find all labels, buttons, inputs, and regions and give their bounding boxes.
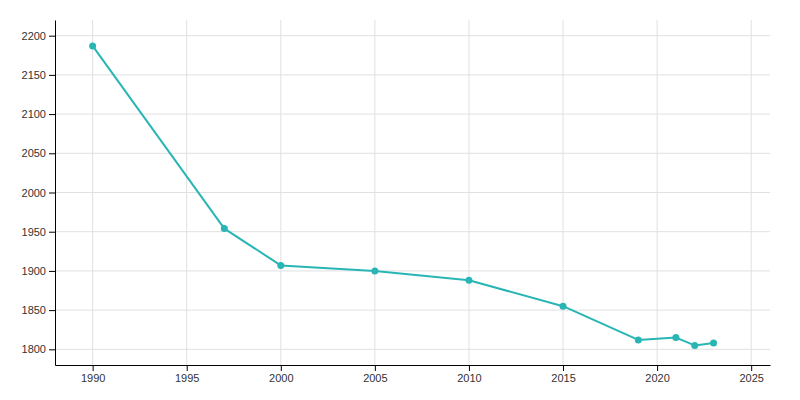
point [691, 342, 698, 349]
y-axis-tick-label: 2100 [22, 108, 46, 120]
x-axis-tick: 2005 [363, 365, 387, 384]
y-axis-tick-label: 1950 [22, 226, 46, 238]
x-axis-tick-mark [93, 365, 94, 371]
x-axis-tick-label: 1995 [175, 372, 199, 384]
x-axis-tick-mark [469, 365, 470, 371]
y-axis-tick-label: 2000 [22, 187, 46, 199]
point [277, 262, 284, 269]
y-axis-tick-mark [49, 193, 55, 194]
x-axis-tick-label: 2015 [551, 372, 575, 384]
x-axis-tick: 2010 [457, 365, 481, 384]
grid-line-y [55, 74, 770, 75]
grid-line-y [55, 270, 770, 271]
y-axis-tick-mark [49, 114, 55, 115]
grid-line-y [55, 349, 770, 350]
y-axis-tick: 2100 [22, 108, 55, 120]
y-axis-tick: 1800 [22, 343, 55, 355]
x-axis-tick: 2025 [739, 365, 763, 384]
x-axis-tick-label: 2025 [739, 372, 763, 384]
y-axis-tick-mark [49, 271, 55, 272]
grid-line-y [55, 310, 770, 311]
point [371, 267, 378, 274]
y-axis-tick: 1950 [22, 226, 55, 238]
y-axis-tick-label: 2050 [22, 147, 46, 159]
y-axis-tick-mark [49, 153, 55, 154]
y-axis-tick: 2050 [22, 147, 55, 159]
x-axis-tick-label: 2005 [363, 372, 387, 384]
point [89, 42, 96, 49]
x-axis-tick-mark [187, 365, 188, 371]
y-axis-tick: 2200 [22, 30, 55, 42]
point [710, 340, 717, 347]
y-axis-line [55, 21, 56, 366]
x-axis-tick-mark [563, 365, 564, 371]
y-axis-tick-mark [49, 310, 55, 311]
x-axis-tick: 2020 [645, 365, 669, 384]
x-axis-line [56, 365, 771, 366]
point [560, 303, 567, 310]
grid-line-y [55, 153, 770, 154]
x-axis: 1990 1995 2000 2005 2010 2015 2020 2025 [56, 365, 771, 384]
y-axis-tick-label: 1800 [22, 343, 46, 355]
x-axis-tick: 1995 [175, 365, 199, 384]
series [89, 42, 717, 349]
y-axis-tick: 1900 [22, 265, 55, 277]
y-axis-tick-mark [49, 75, 55, 76]
grid-line-y [55, 114, 770, 115]
x-axis-tick-label: 2020 [645, 372, 669, 384]
x-axis-tick-mark [657, 365, 658, 371]
y-axis-tick: 1850 [22, 304, 55, 316]
y-axis-tick: 2150 [22, 69, 55, 81]
plot: 1990 1995 2000 2005 2010 2015 2020 2025 1800 1850… [22, 20, 771, 384]
x-axis-tick-label: 1990 [81, 372, 105, 384]
y-axis-tick-label: 2200 [22, 30, 46, 42]
y-axis-tick-label: 1850 [22, 304, 46, 316]
x-axis-tick: 1990 [81, 365, 105, 384]
point [221, 225, 228, 232]
x-axis-tick: 2000 [269, 365, 293, 384]
x-axis-tick-mark [751, 365, 752, 371]
y-axis-tick-label: 2150 [22, 69, 46, 81]
y-axis-tick-mark [49, 36, 55, 37]
point [672, 334, 679, 341]
x-axis-tick-label: 2010 [457, 372, 481, 384]
grid-line-y [55, 35, 770, 36]
x-axis-tick-mark [281, 365, 282, 371]
grid-line-y [55, 192, 770, 193]
y-axis-tick-mark [49, 349, 55, 350]
y-axis-tick: 2000 [22, 187, 55, 199]
chart: 1990 1995 2000 2005 2010 2015 2020 2025 1800 1850… [0, 0, 800, 400]
x-axis-tick-label: 2000 [269, 372, 293, 384]
grid [55, 20, 770, 365]
y-axis-tick-mark [49, 232, 55, 233]
x-axis-tick: 2015 [551, 365, 575, 384]
y-axis-tick-label: 1900 [22, 265, 46, 277]
line [93, 46, 714, 346]
x-axis-tick-mark [375, 365, 376, 371]
y-axis: 1800 1850 1900 1950 2000 2050 2100 2150 2200 [22, 21, 56, 366]
point [465, 277, 472, 284]
grid-line-y [55, 231, 770, 232]
point [635, 336, 642, 343]
